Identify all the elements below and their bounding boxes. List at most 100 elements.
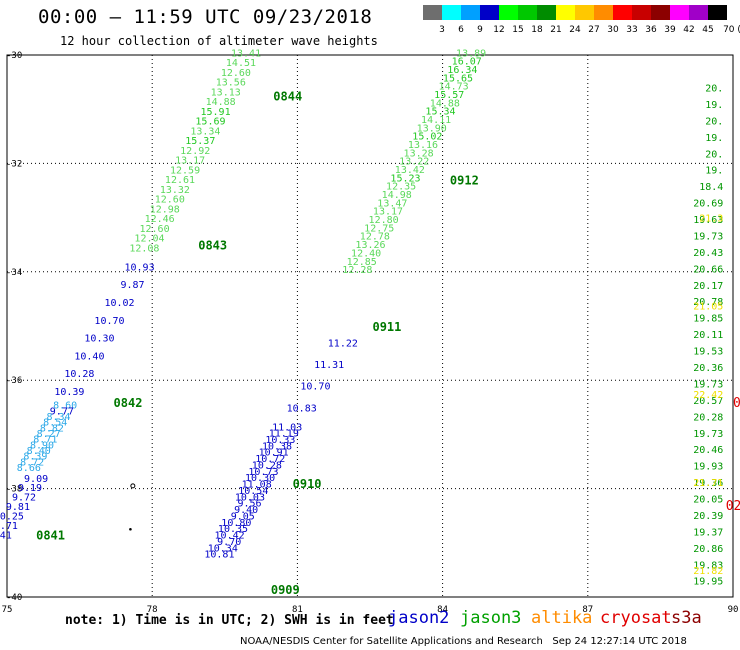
color-scale-label: 15 [512,25,524,35]
wave-height-label: 12.98 [150,204,180,215]
wave-height-label: 10.25 [0,512,24,523]
color-scale-swatch [632,5,651,20]
wave-height-label: 12.60 [140,224,170,235]
color-scale-swatch [499,5,518,20]
chart-title: 00:00 – 11:59 UTC 09/23/2018 [38,6,373,28]
x-tick-label: 84 [437,605,448,615]
wave-height-label: 14.73 [439,82,469,93]
pass-time-label: 0841 [36,529,65,543]
wave-height-label: 12.92 [180,146,210,157]
wave-height-label: 10.83 [287,403,317,414]
wave-height-label: 10.28 [64,369,94,380]
wave-height-label: 11.31 [314,360,344,371]
wave-height-label: 12.28 [342,265,372,276]
wave-height-label: 13.47 [377,198,407,209]
wave-height-label: 12.35 [386,182,416,193]
wave-height-label: 13.17 [373,207,403,218]
pass-time-label: 0909 [271,583,300,597]
wave-height-label: 9.19 [18,483,42,494]
wave-height-label: 21.82 [693,566,723,577]
y-tick-label: -30 [6,51,22,61]
wave-height-label: 10.72 [255,454,285,465]
color-scale-label: 18 [531,25,543,35]
wave-height-label: 20. [705,149,723,160]
wave-height-label: 20. [705,84,723,95]
wave-height-label: 8.60 [53,401,77,412]
wave-height-label: 19. [705,100,723,111]
color-scale-label: 42 [683,25,695,35]
chart-credit: NOAA/NESDIS Center for Satellite Applica… [240,636,687,647]
wave-height-label: 11.03 [272,422,302,433]
wave-height-label: 20.05 [693,495,723,506]
wave-height-label: 10.28 [252,460,282,471]
color-scale-swatch [556,5,575,20]
color-scale-swatch [594,5,613,20]
plot-border [6,54,734,598]
wave-height-label: 12.59 [170,165,200,176]
wave-height-label: 19.83 [693,560,723,571]
wave-height-label: 12.80 [369,215,399,226]
wave-height-label: 10.73 [248,467,278,478]
wave-height-label: 10.30 [84,334,114,345]
wave-height-label: 13.34 [190,126,220,137]
wave-height-label: 10.81 [204,550,234,561]
wave-height-label: 8.54 [43,418,67,429]
color-scale-label: 12 [493,25,505,35]
wave-height-label: 13.90 [417,123,447,134]
wave-height-label: 14.11 [421,115,451,126]
color-scale-swatch [537,5,556,20]
wave-height-label: 9.77 [50,406,74,417]
wave-height-label: 15.91 [200,107,230,118]
wave-height-label: 12.60 [155,195,185,206]
wave-height-label: 19.73 [693,231,723,242]
wave-height-label: 15.02 [412,132,442,143]
color-scale-swatch [442,5,461,20]
x-tick-label: 87 [582,605,593,615]
x-tick-label: 81 [292,605,303,615]
color-scale-swatch [423,5,442,20]
wave-height-label: 11.41 [0,531,12,542]
color-scale-swatch [575,5,594,20]
wave-height-label: 10.30 [245,473,275,484]
wave-height-label: 8.72 [20,457,44,468]
wave-height-label: 13.17 [175,156,205,167]
wave-height-label: 12.75 [364,223,394,234]
x-tick-label: 90 [728,605,739,615]
island-marker [130,483,136,489]
wave-height-label: 9.72 [12,493,36,504]
pass-time-label: 0911 [372,320,401,334]
wave-height-label: 13.16 [408,140,438,151]
wave-height-label: 12.46 [145,214,175,225]
wave-height-label: 8.90 [30,440,54,451]
wave-height-label: 19. [705,166,723,177]
wave-height-label: 11.22 [328,338,358,349]
color-scale-swatch [651,5,670,20]
chart-subtitle: 12 hour collection of altimeter wave hei… [60,34,378,48]
wave-height-label: 13.22 [399,157,429,168]
wave-height-label: 20.17 [693,281,723,292]
wave-height-label: 13.56 [216,78,246,89]
wave-height-label: 16.07 [452,57,482,68]
wave-height-label: 20.36 [693,363,723,374]
wave-height-label: 20.28 [693,412,723,423]
wave-height-label: 15.37 [185,136,215,147]
wave-height-label: 14.98 [382,190,412,201]
wave-height-label: 10.70 [300,382,330,393]
wave-height-label: 20.11 [693,330,723,341]
legend-altika: altika [531,608,593,628]
wave-height-label: 10.40 [74,351,104,362]
y-tick-label: -34 [6,268,22,278]
pass-time-label: 0843 [198,239,227,253]
wave-height-label: 19.37 [693,527,723,538]
wave-height-label: 13.41 [231,48,261,59]
color-scale-label: 45 [702,25,714,35]
wave-height-label: 15.23 [390,173,420,184]
wave-height-label: 19.73 [693,379,723,390]
wave-height-label: 9.05 [231,511,255,522]
wave-height-label: 19.95 [693,577,723,588]
wave-height-label: 11.08 [242,480,272,491]
wave-height-label: 21.3 [699,214,723,225]
wave-height-label: 10.38 [262,441,292,452]
wave-height-label: 19.85 [693,314,723,325]
wave-height-label: 10.42 [215,531,245,542]
